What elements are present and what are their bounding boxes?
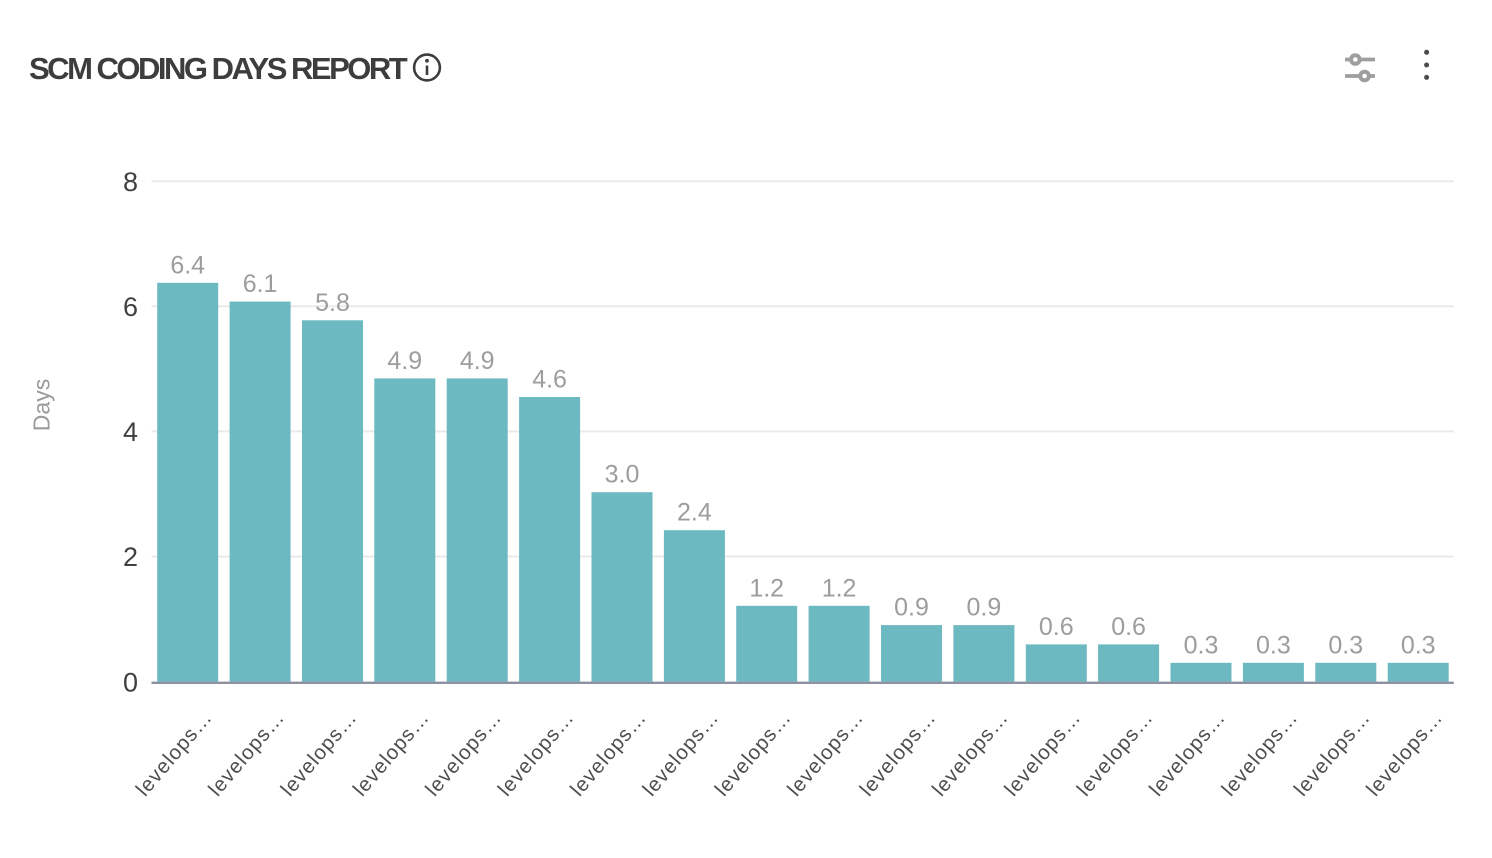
- svg-text:1.2: 1.2: [822, 574, 857, 602]
- svg-text:1.2: 1.2: [749, 574, 784, 602]
- svg-text:0.9: 0.9: [894, 594, 929, 622]
- svg-text:8: 8: [123, 167, 138, 197]
- svg-text:0.6: 0.6: [1111, 613, 1146, 641]
- svg-text:0.6: 0.6: [1039, 613, 1074, 641]
- svg-text:6.4: 6.4: [170, 251, 205, 279]
- svg-text:4.9: 4.9: [460, 347, 495, 375]
- svg-text:0.9: 0.9: [967, 594, 1002, 622]
- svg-text:2.4: 2.4: [677, 499, 712, 527]
- svg-text:2: 2: [123, 542, 138, 572]
- svg-text:0.3: 0.3: [1256, 631, 1291, 659]
- svg-text:0.3: 0.3: [1184, 631, 1219, 659]
- svg-text:6: 6: [123, 292, 138, 322]
- svg-text:4: 4: [123, 417, 138, 447]
- svg-text:0.3: 0.3: [1328, 631, 1363, 659]
- svg-text:4.6: 4.6: [532, 366, 567, 394]
- svg-text:5.8: 5.8: [315, 289, 350, 317]
- svg-text:0.3: 0.3: [1401, 631, 1436, 659]
- svg-text:3.0: 3.0: [605, 461, 640, 489]
- svg-text:0: 0: [123, 668, 138, 698]
- svg-text:6.1: 6.1: [243, 270, 278, 298]
- svg-text:4.9: 4.9: [387, 347, 422, 375]
- svg-text:SCM CODING DAYS REPORT: SCM CODING DAYS REPORT: [29, 51, 408, 86]
- svg-text:Days: Days: [29, 379, 55, 431]
